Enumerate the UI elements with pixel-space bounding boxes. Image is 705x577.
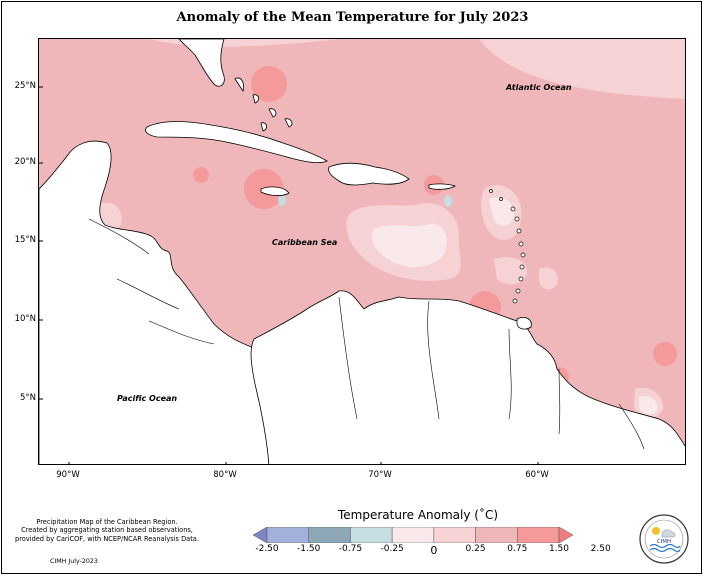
- colorbar-tick-label: 2.50: [590, 544, 611, 554]
- map-title: Anomaly of the Mean Temperature for July…: [176, 10, 529, 25]
- colorbar-bin: [253, 527, 268, 543]
- lat-tick-20n: 20°N: [14, 157, 36, 167]
- colorbar-bin: [308, 527, 351, 543]
- anomaly-cool-spots: [278, 194, 452, 207]
- cimh-logo: CIMH: [639, 514, 689, 564]
- colorbar-tick-label: -0.75: [338, 544, 363, 554]
- colorbar-tick-label: 1.50: [548, 544, 570, 554]
- lat-tick-10n: 10°N: [14, 314, 36, 324]
- lat-tick-5n: 5°N: [19, 393, 36, 403]
- graticule-ticks: [39, 86, 539, 464]
- credit-line: Precipitation Map of the Caribbean Regio…: [36, 518, 178, 526]
- colorbar-bin: [433, 527, 476, 543]
- lon-tick-80w: 80°W: [213, 470, 237, 480]
- logo-text: CIMH: [657, 539, 671, 545]
- colorbar-bin: [391, 527, 435, 543]
- credit-line: provided by CariCOF, with NCEP/NCAR Rean…: [15, 534, 199, 543]
- credit-date: CIMH July-2023: [50, 558, 98, 565]
- colorbar-tick-label: -1.50: [297, 544, 321, 554]
- lon-tick-70w: 70°W: [368, 470, 392, 480]
- legend-title: Temperature Anomaly (˚C): [337, 508, 499, 522]
- land-masses: [39, 39, 685, 464]
- colorbar-bin: [517, 527, 560, 543]
- lesser-antilles: [489, 189, 526, 304]
- colorbar-tick-label: 0.75: [507, 544, 528, 554]
- lon-tick-90w: 90°W: [56, 470, 80, 480]
- colorbar-tick-label: -2.50: [255, 544, 279, 554]
- country-borders: [88, 218, 645, 450]
- lon-tick-60w: 60°W: [525, 470, 549, 480]
- colorbar-bin: [558, 527, 573, 543]
- colorbar-bin: [475, 527, 518, 543]
- anomaly-neutral-zones: [371, 196, 658, 415]
- lat-tick-25n: 25°N: [14, 81, 36, 91]
- colorbar: [253, 527, 573, 543]
- colorbar-tick-label: 0: [430, 544, 438, 557]
- colorbar-tick-label: -0.25: [380, 544, 404, 554]
- atlantic-ocean-label: Atlantic Ocean: [506, 83, 572, 92]
- map-canvas: [39, 39, 685, 464]
- map-panel: Atlantic Ocean Caribbean Sea Pacific Oce…: [38, 38, 686, 465]
- credit-line: Created by aggregating station based obs…: [21, 526, 193, 535]
- lat-tick-15n: 15°N: [14, 235, 36, 245]
- colorbar-bin: [266, 527, 309, 543]
- pacific-ocean-label: Pacific Ocean: [117, 394, 178, 403]
- colorbar-tick-label: 0.25: [465, 544, 486, 554]
- credit-text: Precipitation Map of the Caribbean Regio…: [12, 518, 202, 543]
- colorbar-bin: [350, 527, 393, 543]
- caribbean-sea-label: Caribbean Sea: [272, 238, 338, 247]
